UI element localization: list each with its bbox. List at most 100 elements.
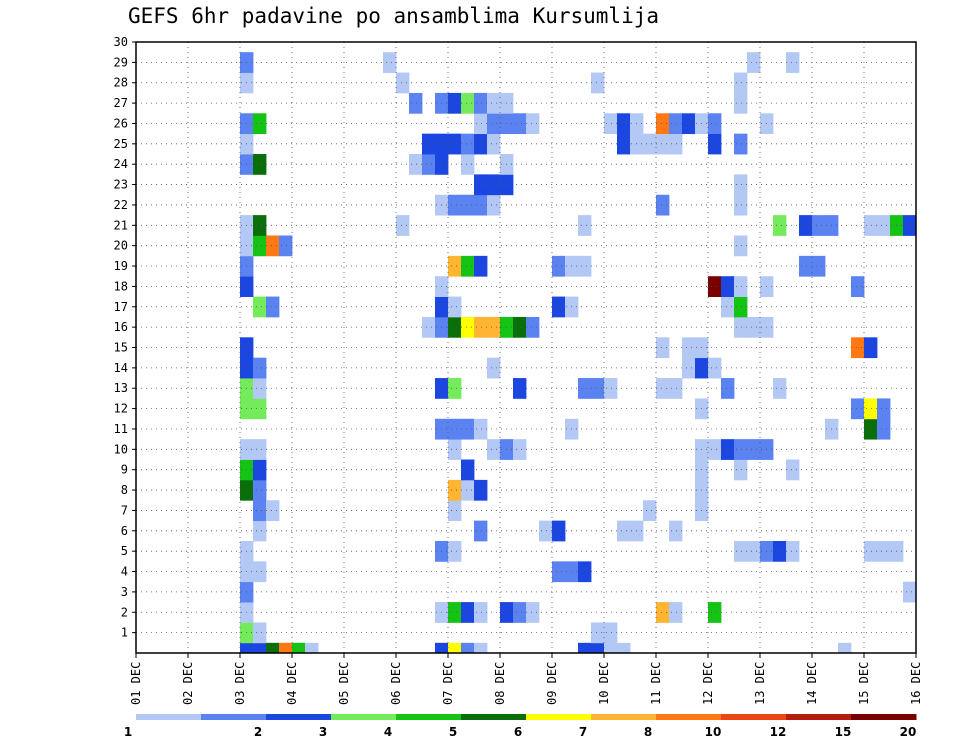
y-tick-label: 26 xyxy=(114,116,128,130)
heatmap-cell xyxy=(773,540,787,562)
heatmap-cell xyxy=(721,276,735,297)
heatmap-cell xyxy=(851,276,865,297)
heatmap-cell xyxy=(461,418,475,440)
y-tick-label: 30 xyxy=(114,35,128,49)
heatmap-cell xyxy=(578,561,592,583)
heatmap-cell xyxy=(591,622,605,644)
heatmap-cell xyxy=(669,602,683,623)
heatmap-cell xyxy=(669,113,683,135)
y-tick-label: 6 xyxy=(121,524,128,538)
x-tick-label: 02 DEC xyxy=(181,662,195,705)
heatmap-cell xyxy=(864,398,878,420)
heatmap-cell xyxy=(422,154,436,175)
y-tick-label: 10 xyxy=(114,442,128,456)
heatmap-cell xyxy=(474,113,488,135)
heatmap-cell xyxy=(591,72,605,94)
heatmap-cell xyxy=(799,215,813,236)
legend-label: 10 xyxy=(705,725,722,739)
y-tick-label: 13 xyxy=(114,381,128,395)
heatmap-cell xyxy=(864,215,878,236)
legend-swatch xyxy=(851,714,917,720)
heatmap-cell xyxy=(474,255,488,277)
y-tick-label: 17 xyxy=(114,300,128,314)
heatmap-cell xyxy=(682,113,696,135)
heatmap-cell xyxy=(396,215,410,236)
heatmap-cell xyxy=(253,459,267,481)
y-tick-label: 9 xyxy=(121,463,128,477)
heatmap-cell xyxy=(578,378,592,399)
heatmap-cell xyxy=(786,52,800,73)
heatmap-cell xyxy=(487,174,501,196)
heatmap-cell xyxy=(773,215,787,236)
heatmap-cell xyxy=(877,418,891,440)
heatmap-cell xyxy=(734,72,748,94)
y-tick-label: 1 xyxy=(121,626,128,640)
heatmap-cell xyxy=(292,642,306,654)
legend-swatch xyxy=(266,714,332,720)
y-tick-label: 18 xyxy=(114,279,128,293)
heatmap-cell xyxy=(604,642,618,654)
heatmap-cell xyxy=(253,378,267,399)
heatmap-cell xyxy=(552,561,566,583)
heatmap-cell xyxy=(734,174,748,196)
heatmap-cell xyxy=(734,540,748,562)
heatmap-cell xyxy=(396,72,410,94)
heatmap-cell xyxy=(539,520,553,542)
heatmap-cell xyxy=(721,439,735,460)
y-tick-label: 29 xyxy=(114,55,128,69)
legend-label: 4 xyxy=(384,725,392,739)
heatmap-cell xyxy=(487,113,501,135)
legend-swatch xyxy=(331,714,397,720)
x-tick-label: 13 DEC xyxy=(753,662,767,705)
legend-swatch xyxy=(201,714,267,720)
heatmap-cell xyxy=(448,296,462,318)
heatmap-cell xyxy=(682,337,696,359)
heatmap-cell xyxy=(773,378,787,399)
legend-label: 7 xyxy=(579,725,587,739)
heatmap-cell xyxy=(669,378,683,399)
heatmap-cell xyxy=(747,439,761,460)
heatmap-cell xyxy=(812,215,826,236)
legend-label: 2 xyxy=(254,725,262,739)
heatmap-cell xyxy=(448,378,462,399)
heatmap-cell xyxy=(474,418,488,440)
heatmap-cell xyxy=(617,642,631,654)
y-tick-label: 2 xyxy=(121,605,128,619)
heatmap-cell xyxy=(656,378,670,399)
heatmap-cell xyxy=(461,255,475,277)
heatmap-cell xyxy=(487,194,501,216)
legend-swatch xyxy=(136,714,202,720)
heatmap-cell xyxy=(461,642,475,654)
heatmap-cell xyxy=(448,500,462,522)
heatmap-cell xyxy=(786,540,800,562)
x-tick-label: 11 DEC xyxy=(649,662,663,705)
heatmap-cell xyxy=(864,540,878,562)
x-tick-label: 16 DEC xyxy=(909,662,923,705)
heatmap-cell xyxy=(812,255,826,277)
y-tick-label: 15 xyxy=(114,341,128,355)
heatmap-cell xyxy=(266,235,280,257)
x-tick-label: 07 DEC xyxy=(441,662,455,705)
legend-label: 15 xyxy=(835,725,852,739)
heatmap-cell xyxy=(838,642,852,654)
heatmap-cell xyxy=(253,235,267,257)
heatmap-cell xyxy=(487,357,501,379)
y-tick-label: 5 xyxy=(121,544,128,558)
legend-label: 3 xyxy=(319,725,327,739)
x-tick-label: 03 DEC xyxy=(233,662,247,705)
heatmap-cell xyxy=(461,316,475,338)
heatmap-cell xyxy=(864,337,878,359)
heatmap-cell xyxy=(708,133,722,155)
x-tick-label: 01 DEC xyxy=(129,662,143,705)
heatmap-cell xyxy=(708,276,722,297)
heatmap-cell xyxy=(253,642,267,654)
heatmap-cell xyxy=(422,316,436,338)
heatmap-cell xyxy=(266,296,280,318)
heatmap-cell xyxy=(656,113,670,135)
heatmap-cell xyxy=(253,113,267,135)
heatmap-cell xyxy=(474,602,488,623)
y-tick-label: 24 xyxy=(114,157,128,171)
heatmap-cell xyxy=(734,133,748,155)
heatmap-cell xyxy=(266,642,280,654)
heatmap-cell xyxy=(656,194,670,216)
